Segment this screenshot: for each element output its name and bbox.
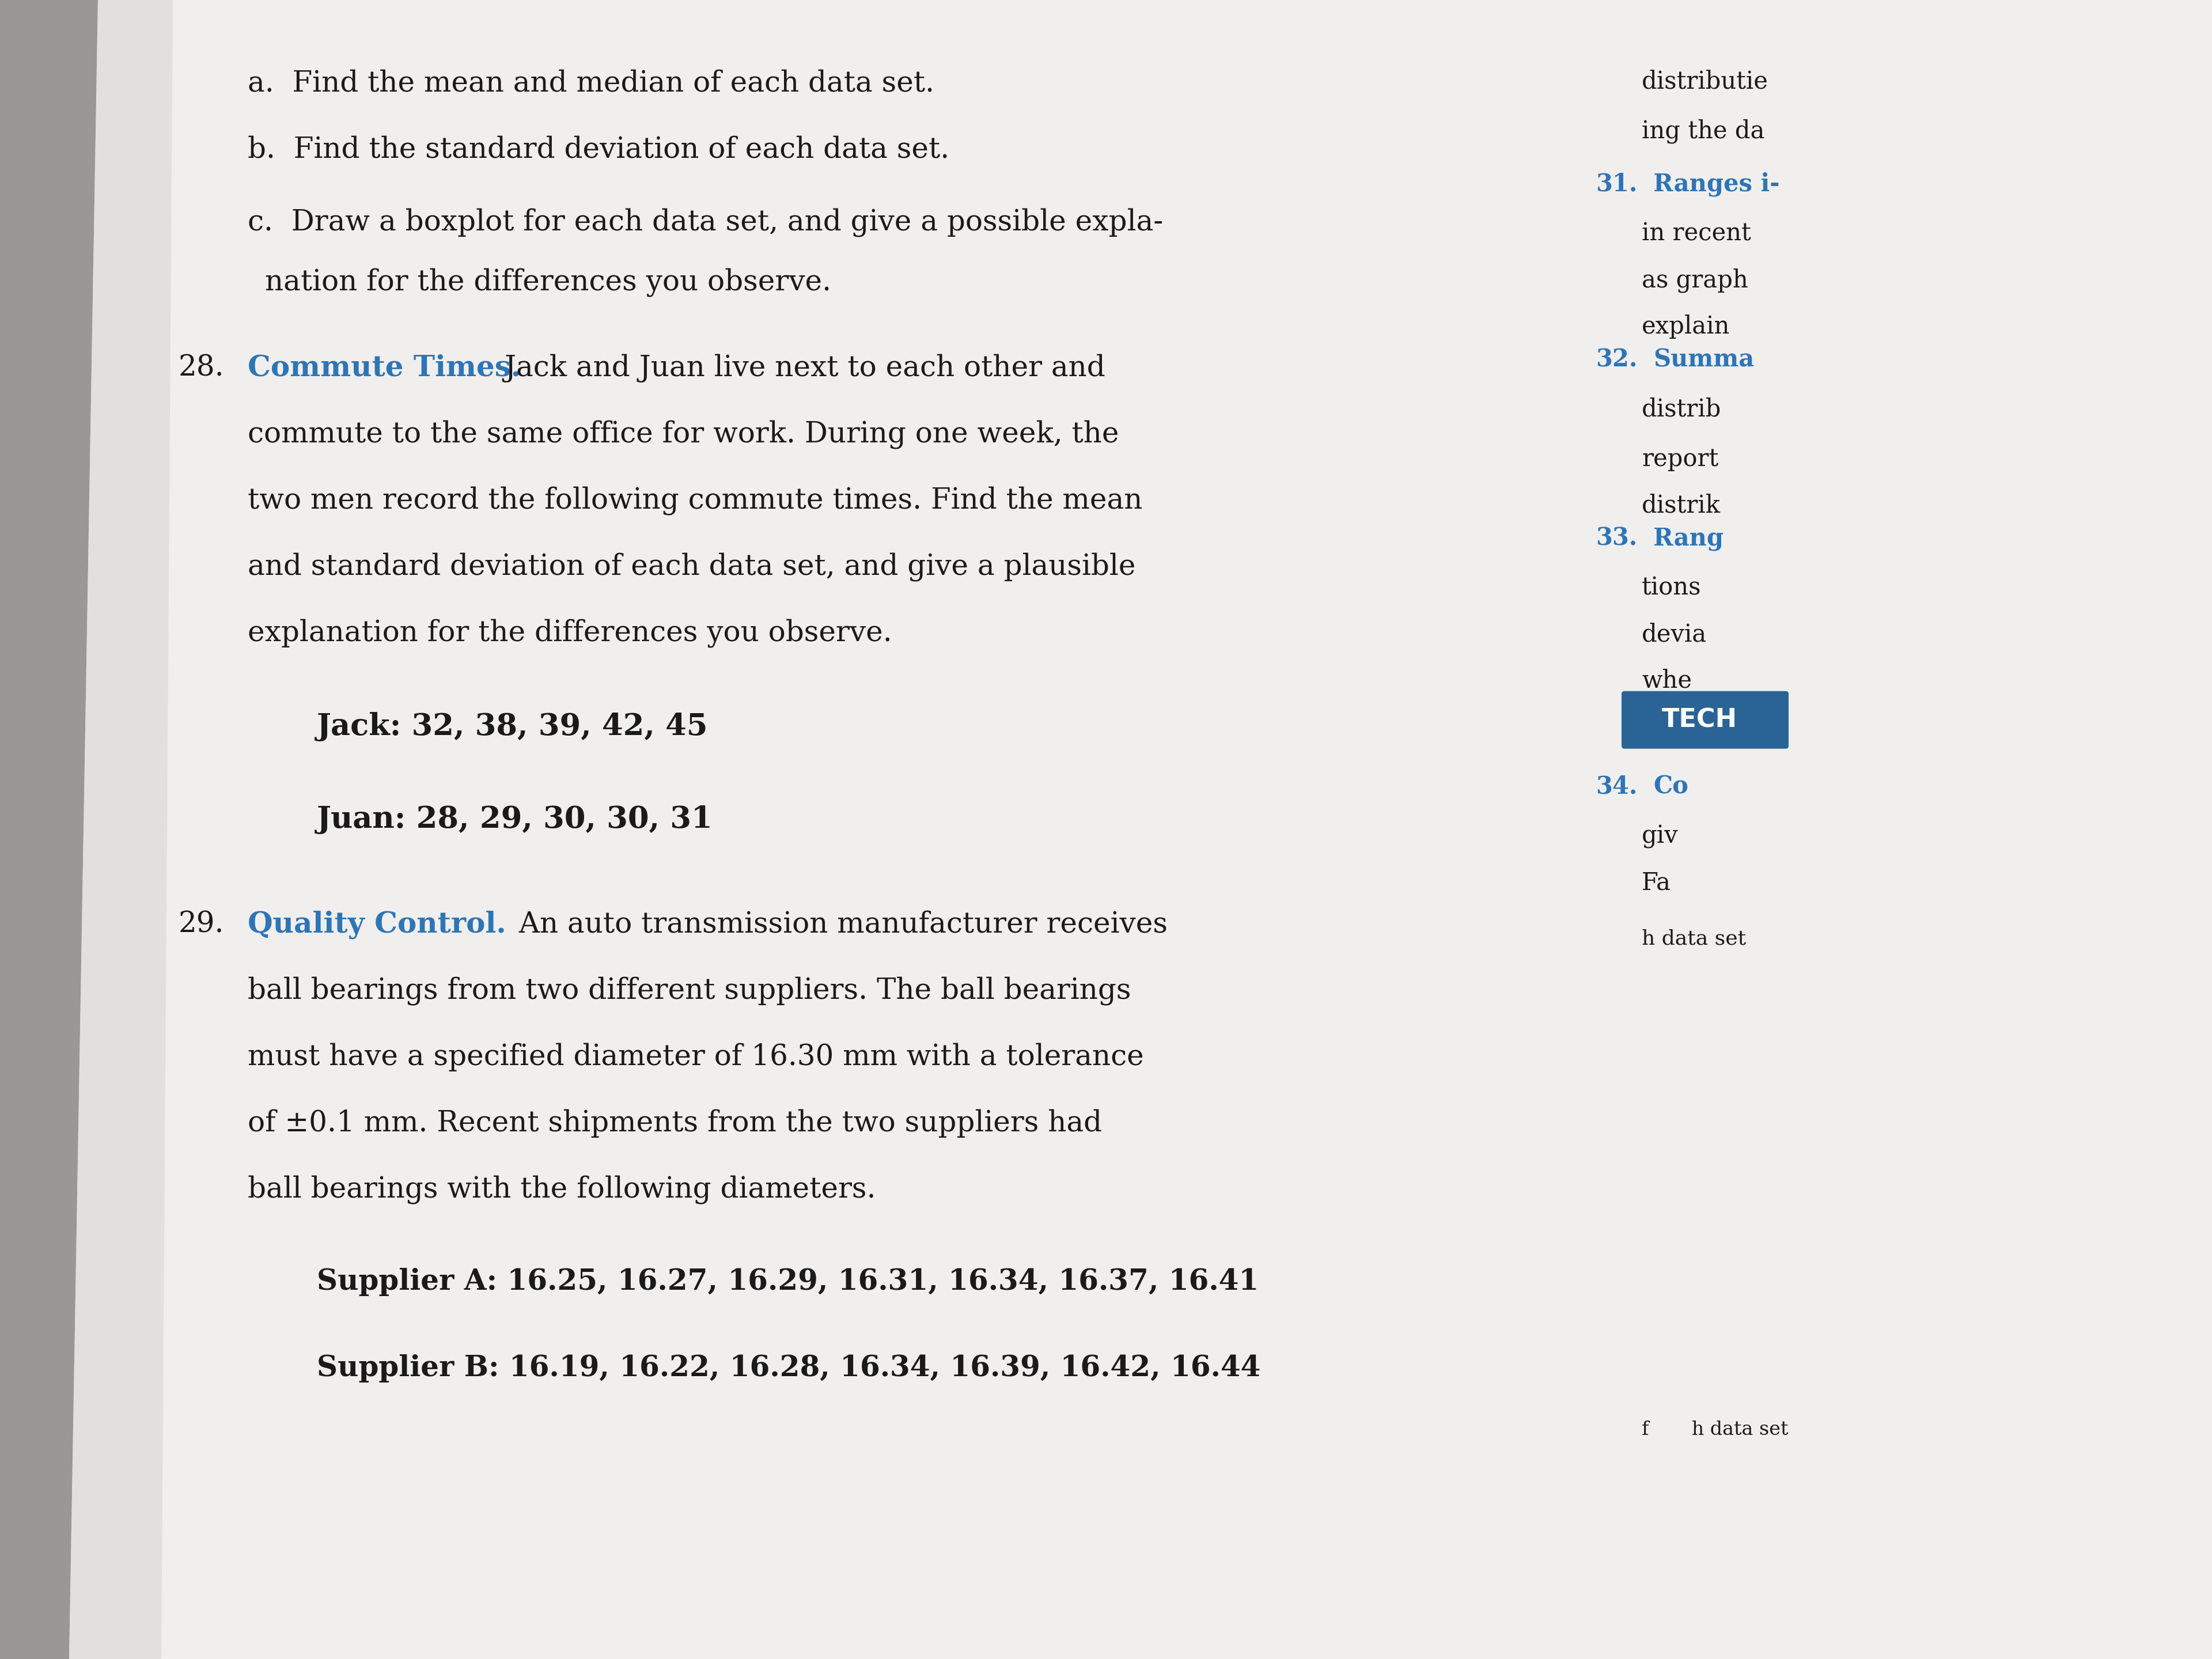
Text: devia: devia xyxy=(1641,622,1708,647)
Text: distrib: distrib xyxy=(1641,397,1721,421)
Text: in recent: in recent xyxy=(1641,222,1752,246)
Text: distributie: distributie xyxy=(1641,70,1767,93)
Text: must have a specified diameter of 16.30 mm with a tolerance: must have a specified diameter of 16.30 … xyxy=(248,1044,1144,1072)
Text: nation for the differences you observe.: nation for the differences you observe. xyxy=(265,267,832,297)
Text: giv: giv xyxy=(1641,825,1679,848)
Text: and standard deviation of each data set, and give a plausible: and standard deviation of each data set,… xyxy=(248,552,1135,582)
Text: 34.: 34. xyxy=(1595,775,1637,800)
Polygon shape xyxy=(69,0,2212,1659)
Text: Quality Control.: Quality Control. xyxy=(248,911,507,939)
Text: a.  Find the mean and median of each data set.: a. Find the mean and median of each data… xyxy=(248,70,933,98)
Text: Supplier B: 16.19, 16.22, 16.28, 16.34, 16.39, 16.42, 16.44: Supplier B: 16.19, 16.22, 16.28, 16.34, … xyxy=(316,1354,1261,1382)
Text: ball bearings from two different suppliers. The ball bearings: ball bearings from two different supplie… xyxy=(248,977,1130,1005)
Text: b.  Find the standard deviation of each data set.: b. Find the standard deviation of each d… xyxy=(248,136,949,164)
Text: explain: explain xyxy=(1641,314,1730,338)
Text: 29.: 29. xyxy=(179,911,223,939)
Text: Ranges i-: Ranges i- xyxy=(1652,173,1781,196)
Text: explanation for the differences you observe.: explanation for the differences you obse… xyxy=(248,619,891,647)
Polygon shape xyxy=(0,0,115,1659)
Text: TECH: TECH xyxy=(1661,707,1736,732)
Text: Fa: Fa xyxy=(1641,871,1670,894)
Text: of ±0.1 mm. Recent shipments from the two suppliers had: of ±0.1 mm. Recent shipments from the tw… xyxy=(248,1110,1102,1138)
Text: tions: tions xyxy=(1641,576,1701,601)
Text: commute to the same office for work. During one week, the: commute to the same office for work. Dur… xyxy=(248,420,1119,450)
Text: f       h data set: f h data set xyxy=(1641,1420,1787,1438)
Text: Supplier A: 16.25, 16.27, 16.29, 16.31, 16.34, 16.37, 16.41: Supplier A: 16.25, 16.27, 16.29, 16.31, … xyxy=(316,1267,1259,1296)
Text: 28.: 28. xyxy=(179,353,223,383)
Text: report: report xyxy=(1641,446,1719,471)
Text: two men record the following commute times. Find the mean: two men record the following commute tim… xyxy=(248,486,1144,516)
Polygon shape xyxy=(69,0,173,1659)
Text: Jack: 32, 38, 39, 42, 45: Jack: 32, 38, 39, 42, 45 xyxy=(316,712,708,742)
FancyBboxPatch shape xyxy=(1621,692,1790,748)
Text: Juan: 28, 29, 30, 30, 31: Juan: 28, 29, 30, 30, 31 xyxy=(316,805,712,834)
Text: distrik: distrik xyxy=(1641,493,1721,518)
Text: ing the da: ing the da xyxy=(1641,119,1765,143)
Text: Rang: Rang xyxy=(1652,526,1723,551)
Text: An auto transmission manufacturer receives: An auto transmission manufacturer receiv… xyxy=(509,911,1168,939)
Text: Co: Co xyxy=(1652,775,1688,800)
Text: as graph: as graph xyxy=(1641,267,1747,292)
Text: 31.: 31. xyxy=(1595,173,1637,196)
Text: whe: whe xyxy=(1641,669,1692,693)
Text: Summa: Summa xyxy=(1652,347,1754,372)
Text: Commute Times.: Commute Times. xyxy=(248,353,520,382)
Text: h data set: h data set xyxy=(1641,929,1745,949)
Text: Jack and Juan live next to each other and: Jack and Juan live next to each other an… xyxy=(495,353,1106,383)
Text: 33.: 33. xyxy=(1595,526,1637,551)
Text: 32.: 32. xyxy=(1595,347,1637,372)
Text: c.  Draw a boxplot for each data set, and give a possible expla-: c. Draw a boxplot for each data set, and… xyxy=(248,209,1164,237)
Text: ball bearings with the following diameters.: ball bearings with the following diamete… xyxy=(248,1176,876,1204)
